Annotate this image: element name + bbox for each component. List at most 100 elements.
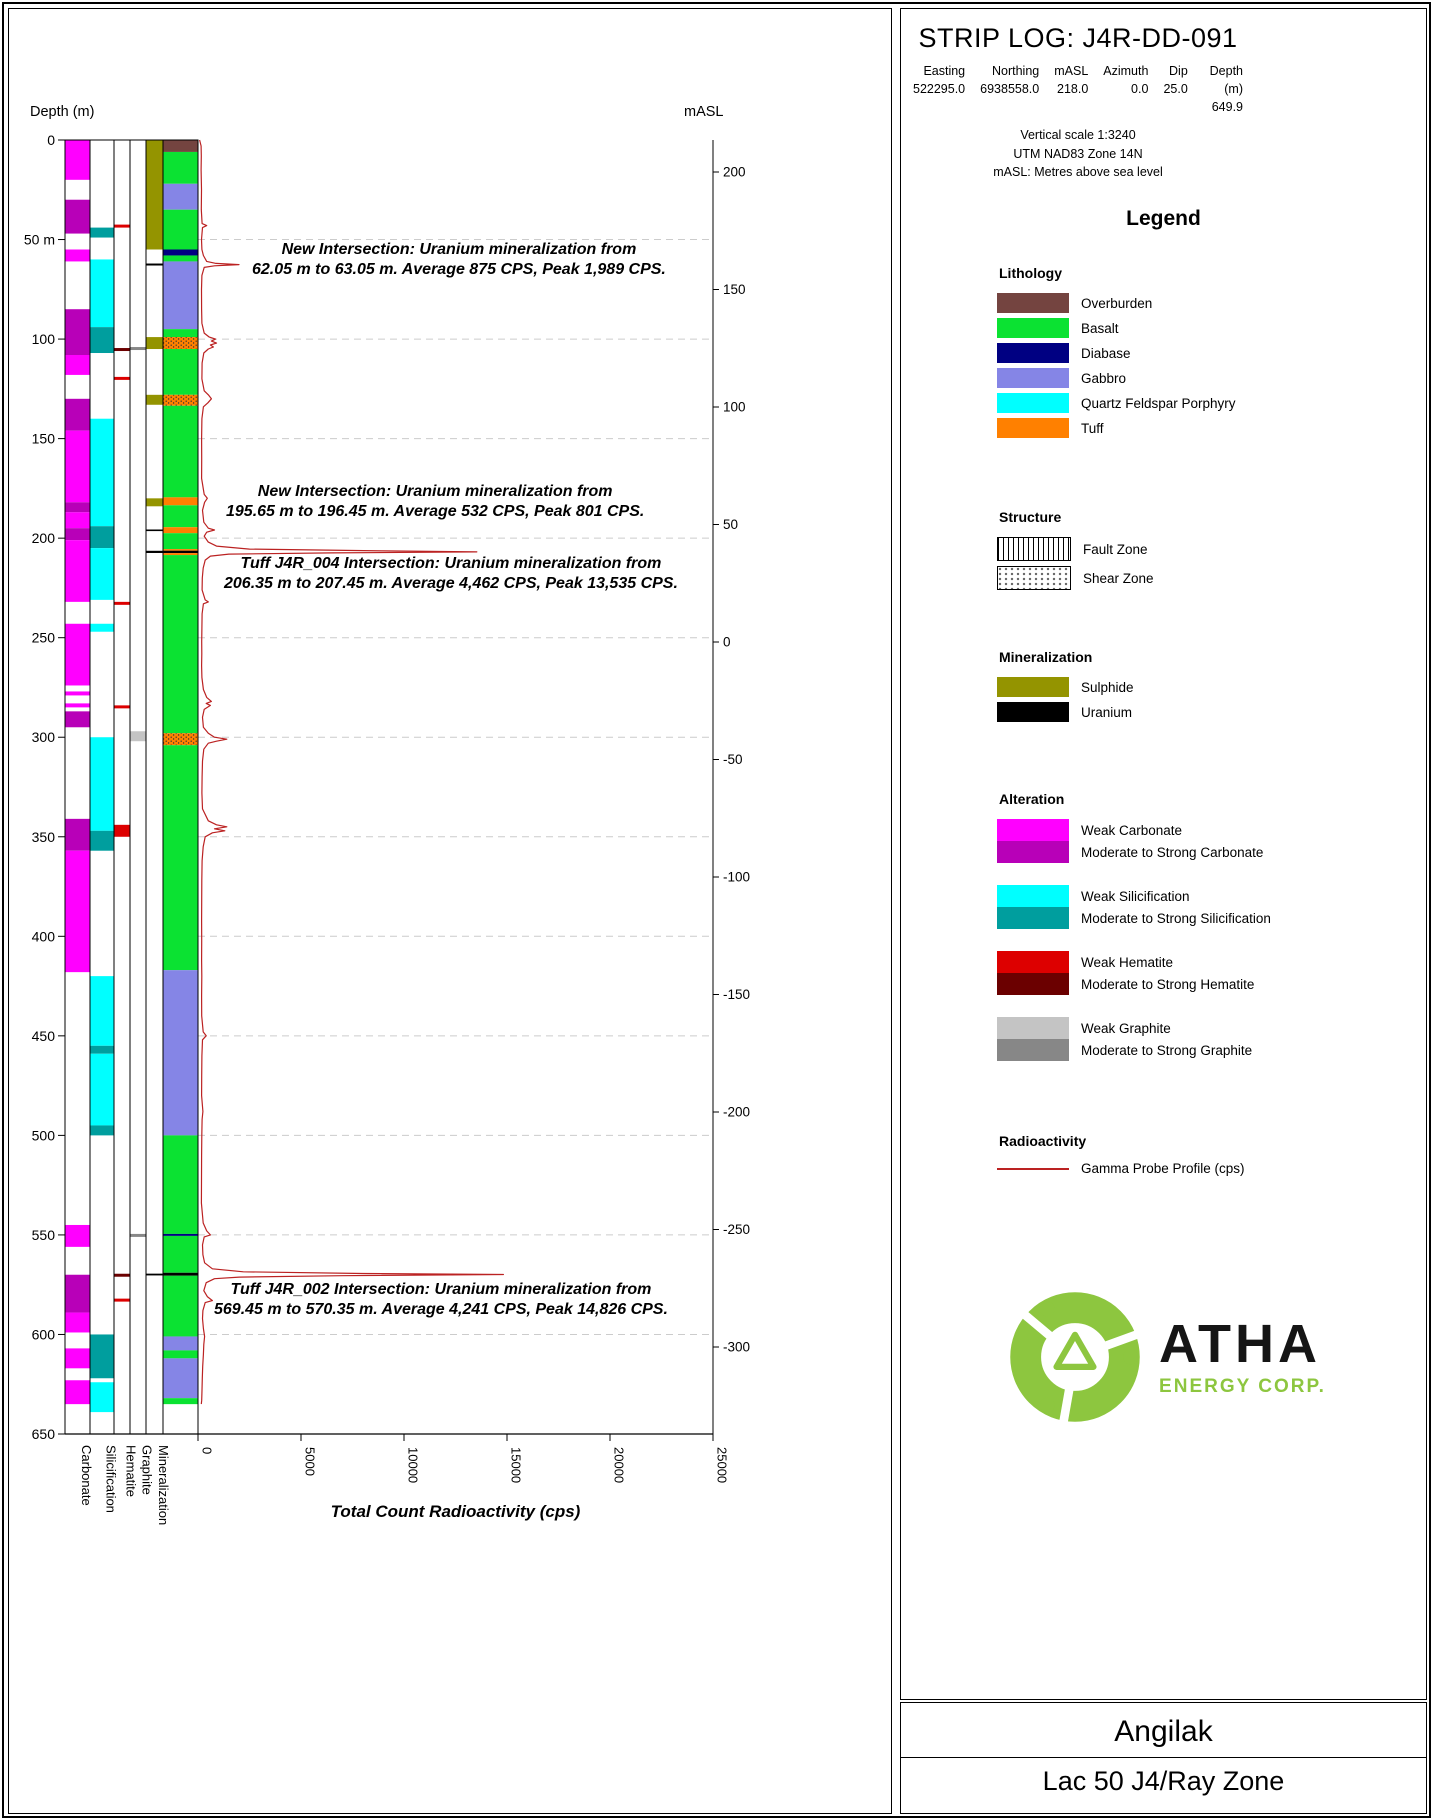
legend-label: Weak Graphite [1081, 1020, 1171, 1036]
legend-item: Gabbro [997, 368, 1417, 388]
scale-note: Vertical scale 1:3240 [1020, 128, 1136, 143]
annotation-3: Tuff J4R_004 Intersection: Uranium miner… [224, 555, 678, 592]
diabase-swatch [997, 343, 1069, 363]
legend-item: Moderate to Strong Hematite [997, 973, 1417, 995]
legend-item: Shear Zone [997, 566, 1417, 590]
legend-heading: Radioactivity [999, 1133, 1087, 1149]
legend-label: Shear Zone [1083, 570, 1154, 586]
legend-item: Overburden [997, 293, 1417, 313]
sulphide-swatch [997, 677, 1069, 697]
legend-label: Gamma Probe Profile (cps) [1081, 1161, 1245, 1176]
drillhole-meta: Easting 522295.0 Northing 6938558.0 mASL 218.… [913, 62, 1243, 116]
legend-label: Moderate to Strong Carbonate [1081, 844, 1264, 860]
legend-section-lithology: Lithology Overburden Basalt Diabase Gabbro Qu… [997, 265, 1417, 443]
legend-item: Quartz Feldspar Porphyry [997, 393, 1417, 413]
shear-zone-swatch [997, 566, 1071, 590]
project-name: Angilak [1114, 1715, 1213, 1748]
legend-item: Uranium [997, 702, 1417, 722]
meta-depth-m-: Depth (m) 649.9 [1209, 64, 1243, 115]
masl-note: mASL: Metres above sea level [993, 164, 1163, 179]
legend-label: Moderate to Strong Hematite [1081, 976, 1255, 992]
legend-label: Moderate to Strong Silicification [1081, 910, 1271, 926]
drillhole-header: STRIP LOG: J4R-DD-091 Easting 522295.0 Nor… [913, 23, 1243, 181]
quartz-feldspar-porphyry-swatch [997, 393, 1069, 413]
legend-label: Overburden [1081, 295, 1153, 311]
legend-pair: Weak Graphite Moderate to Strong Graphite [997, 1017, 1417, 1061]
logo-subtitle: ENERGY CORP. [1159, 1375, 1326, 1397]
legend-label: Fault Zone [1083, 541, 1148, 557]
legend-section-mineralization: Mineralization Sulphide Uranium [997, 649, 1417, 727]
meta-azimuth: Azimuth 0.0 [1103, 64, 1149, 97]
company-logo: ATHA ENERGY CORP. [901, 1283, 1426, 1431]
legend-item: Gamma Probe Profile (cps) [997, 1161, 1417, 1176]
legend-section-structure: Structure Fault Zone Shear Zone [997, 509, 1417, 595]
weak-hematite-swatch [997, 951, 1069, 973]
legend-item: Weak Silicification [997, 885, 1417, 907]
legend-heading: Structure [999, 509, 1062, 525]
moderate-to-strong-graphite-swatch [997, 1039, 1069, 1061]
legend-item: Weak Hematite [997, 951, 1417, 973]
weak-silicification-swatch [997, 885, 1069, 907]
legend-label: Uranium [1081, 704, 1133, 720]
annotation-4: Tuff J4R_002 Intersection: Uranium miner… [214, 1281, 668, 1318]
legend-label: Sulphide [1081, 679, 1134, 695]
legend-label: Gabbro [1081, 370, 1127, 386]
legend-pair: Weak Carbonate Moderate to Strong Carbona… [997, 819, 1417, 863]
meta-northing: Northing 6938558.0 [980, 64, 1040, 97]
logo-text: ATHA ENERGY CORP. [1159, 1317, 1326, 1398]
moderate-to-strong-carbonate-swatch [997, 841, 1069, 863]
legend-item: Weak Graphite [997, 1017, 1417, 1039]
legend-pair: Weak Hematite Moderate to Strong Hematite [997, 951, 1417, 995]
logo-name: ATHA [1159, 1313, 1322, 1374]
moderate-to-strong-hematite-swatch [997, 973, 1069, 995]
legend-label: Weak Silicification [1081, 888, 1190, 904]
meta-masl: mASL 218.0 [1054, 64, 1089, 97]
legend-label: Weak Carbonate [1081, 822, 1183, 838]
annotation-2: New Intersection: Uranium mineralization… [226, 483, 645, 520]
masl-axis-title: mASL [684, 104, 724, 120]
legend-item: Sulphide [997, 677, 1417, 697]
zone-name: Lac 50 J4/Ray Zone [1042, 1766, 1285, 1796]
fault-zone-swatch [997, 537, 1071, 561]
legend-section-radioactivity: Radioactivity Gamma Probe Profile (cps) [997, 1133, 1417, 1181]
legend-item: Diabase [997, 343, 1417, 363]
radioactivity-axis-title: Total Count Radioactivity (cps) [330, 1502, 581, 1521]
legend-panel: STRIP LOG: J4R-DD-091 Easting 522295.0 Nor… [900, 8, 1427, 1700]
legend-label: Weak Hematite [1081, 954, 1174, 970]
tuff-swatch [997, 418, 1069, 438]
project-box: Angilak Lac 50 J4/Ray Zone [900, 1702, 1427, 1814]
overburden-swatch [997, 293, 1069, 313]
legend-item: Tuff [997, 418, 1417, 438]
meta-dip: Dip 25.0 [1163, 64, 1188, 97]
atha-logo-icon [1010, 1292, 1141, 1425]
annotation-1: New Intersection: Uranium mineralization… [252, 241, 666, 278]
gabbro-swatch [997, 368, 1069, 388]
legend-item: Moderate to Strong Graphite [997, 1039, 1417, 1061]
legend-heading: Alteration [999, 791, 1065, 807]
weak-graphite-swatch [997, 1017, 1069, 1039]
legend-item: Moderate to Strong Carbonate [997, 841, 1417, 863]
legend-label: Diabase [1081, 345, 1131, 361]
page-title: STRIP LOG: J4R-DD-091 [918, 23, 1238, 53]
legend-label: Moderate to Strong Graphite [1081, 1042, 1253, 1058]
legend-item: Fault Zone [997, 537, 1417, 561]
utm-note: UTM NAD83 Zone 14N [1013, 146, 1143, 161]
legend-heading: Lithology [999, 265, 1062, 281]
legend-item: Weak Carbonate [997, 819, 1417, 841]
legend-pair: Weak Silicification Moderate to Strong Si… [997, 885, 1417, 929]
footer-divider [901, 1757, 1426, 1758]
depth-axis-title: Depth (m) [30, 104, 95, 120]
uranium-swatch [997, 702, 1069, 722]
basalt-swatch [997, 318, 1069, 338]
legend-label: Quartz Feldspar Porphyry [1081, 395, 1236, 411]
legend-section-alteration: Alteration Weak Carbonate Moderate to Stro… [997, 791, 1417, 1083]
meta-easting: Easting 522295.0 [913, 64, 966, 97]
legend-label: Basalt [1081, 320, 1119, 336]
weak-carbonate-swatch [997, 819, 1069, 841]
legend-title: Legend [1126, 207, 1201, 230]
legend-label: Tuff [1081, 420, 1104, 436]
legend-item: Basalt [997, 318, 1417, 338]
legend-item: Moderate to Strong Silicification [997, 907, 1417, 929]
gamma-probe-profile-cps--swatch [997, 1167, 1069, 1170]
